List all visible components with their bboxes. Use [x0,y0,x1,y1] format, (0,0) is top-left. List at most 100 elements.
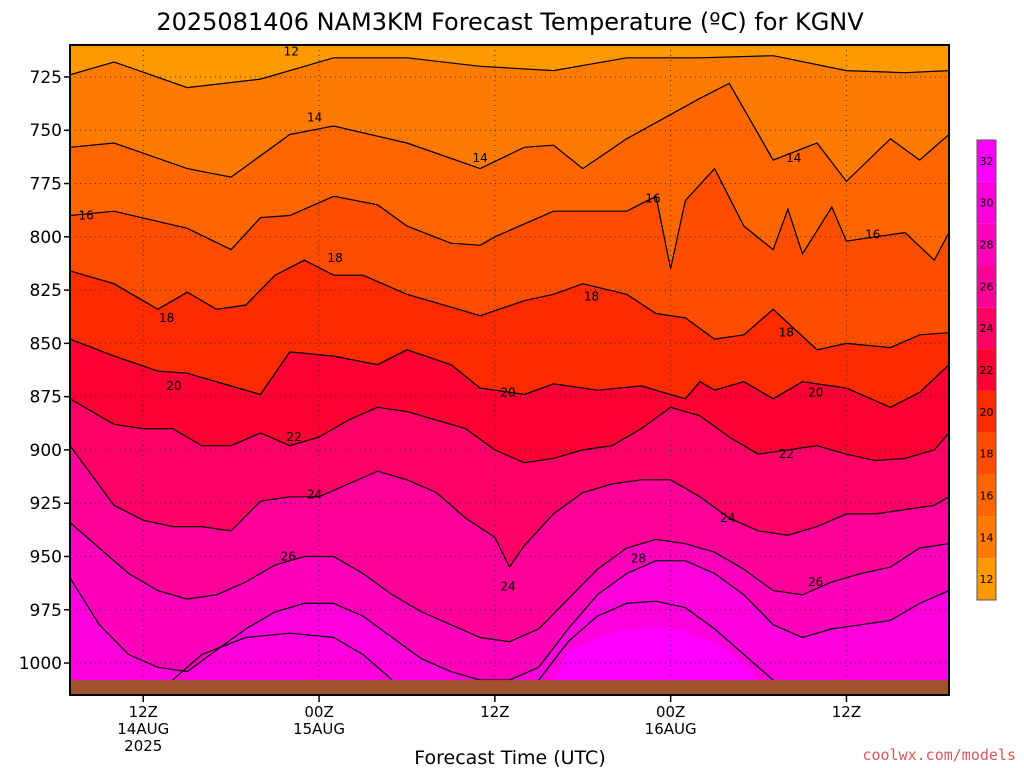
grid-lines [70,45,949,695]
x-tick-label: 15AUG [293,720,345,738]
contour-label: 24 [720,511,735,525]
y-axis: 725 750 775 800 825 850 875 900 925 950 975 1000 [19,68,70,674]
contour-label: 14 [473,151,488,165]
contour-label: 14 [786,151,801,165]
colorbar-swatch [977,390,996,433]
y-tick-label: 925 [30,494,62,514]
x-tick-label: 12Z [832,703,861,721]
y-tick-label: 725 [30,68,62,88]
y-tick-label: 950 [30,547,62,567]
band-above-12 [70,45,949,88]
contour-label: 26 [808,575,823,589]
x-tick-label: 14AUG [117,720,169,738]
colorbar-tick-label: 18 [980,448,994,461]
contour-label: 12 [284,44,299,58]
colorbar-tick-label: 32 [980,155,994,168]
x-tick-label: 12Z [129,703,158,721]
colorbar-tick-label: 20 [980,406,994,419]
contour-label: 22 [287,430,302,444]
contour-line-18 [70,259,949,351]
contour-label: 18 [328,251,343,265]
y-tick-label: 825 [30,281,62,301]
x-tick-label: 00Z [656,703,685,721]
colorbar-legend: 12 14 16 18 20 22 24 26 28 30 32 [976,139,997,601]
band-core-30 [187,650,378,681]
colorbar-swatch [977,140,996,182]
contour-line-14 [70,82,949,183]
y-tick-label: 750 [30,121,62,141]
y-tick-label: 975 [30,601,62,621]
y-tick-label: 1000 [19,654,62,674]
colorbar-tick-label: 26 [980,280,994,293]
credit-text: coolwx.com/models [862,746,1016,764]
band-14 [70,83,949,269]
x-tick-label: 2025 [124,737,162,755]
colorbar-swatch [977,474,996,517]
contour-label: 22 [779,447,794,461]
contour-line-12 [70,55,949,89]
colorbar-swatch [977,349,996,391]
x-tick-label: 12Z [480,703,509,721]
contour-lines [70,55,949,681]
colorbar-frame [976,139,997,601]
colorbar-swatch [977,516,996,559]
colorbar-tick-label: 28 [980,239,994,252]
contour-label: 24 [307,488,322,502]
contour-label: 18 [584,289,599,303]
colorbar-tick-label: 16 [980,489,994,502]
contour-label: 26 [281,549,296,563]
band-12 [70,55,949,182]
contour-line-24 [70,445,949,569]
colorbar-swatch [977,432,996,475]
band-18 [70,260,949,408]
band-core-32 [553,626,759,681]
contour-label: 18 [159,311,174,325]
band-26 [70,522,949,681]
band-24 [70,445,949,642]
contour-label: 16 [78,208,93,222]
colorbar-swatch [977,181,996,224]
x-tick-label: 00Z [304,703,333,721]
colorbar-tick-label: 12 [980,573,994,586]
contour-line-20 [70,338,949,408]
x-tick-label: 16AUG [645,720,697,738]
contour-label: 20 [500,385,515,399]
colorbar-tick-label: 24 [980,322,994,335]
contour-label: 24 [500,579,515,593]
y-tick-label: 800 [30,228,62,248]
contour-line-26 [70,521,949,643]
plot-frame [69,44,950,696]
color-bands [70,45,949,695]
y-tick-label: 850 [30,334,62,354]
colorbar-swatch [977,307,996,350]
band-20 [70,339,949,463]
contour-labels: 12 14 14 14 16 16 16 18 18 18 18 20 20 20 22 22 24 24 24 26… [78,44,880,593]
ground-band [70,680,949,695]
y-tick-label: 875 [30,388,62,408]
band-16 [70,168,949,350]
colorbar-swatch [977,265,996,308]
contour-label: 28 [631,552,646,566]
contour-line-16 [70,167,949,269]
colorbar-swatch [977,558,996,600]
y-tick-label: 775 [30,175,62,195]
band-22 [70,398,949,568]
contour-label: 14 [307,110,322,124]
contour-line-30-b [172,632,393,681]
contour-label: 16 [865,228,880,242]
colorbar-tick-label: 30 [980,197,994,210]
x-axis-label: Forecast Time (UTC) [414,747,605,768]
colorbar-tick-label: 22 [980,364,994,377]
contour-label: 18 [779,326,794,340]
contour-line-30 [538,600,774,681]
colorbar-swatch [977,223,996,266]
colorbar-tick-label: 14 [980,531,994,544]
contour-label: 20 [808,385,823,399]
contour-label: 16 [645,191,660,205]
plot-area [70,45,949,695]
contour-label: 20 [166,379,181,393]
contour-line-22 [70,398,949,464]
y-tick-label: 900 [30,441,62,461]
